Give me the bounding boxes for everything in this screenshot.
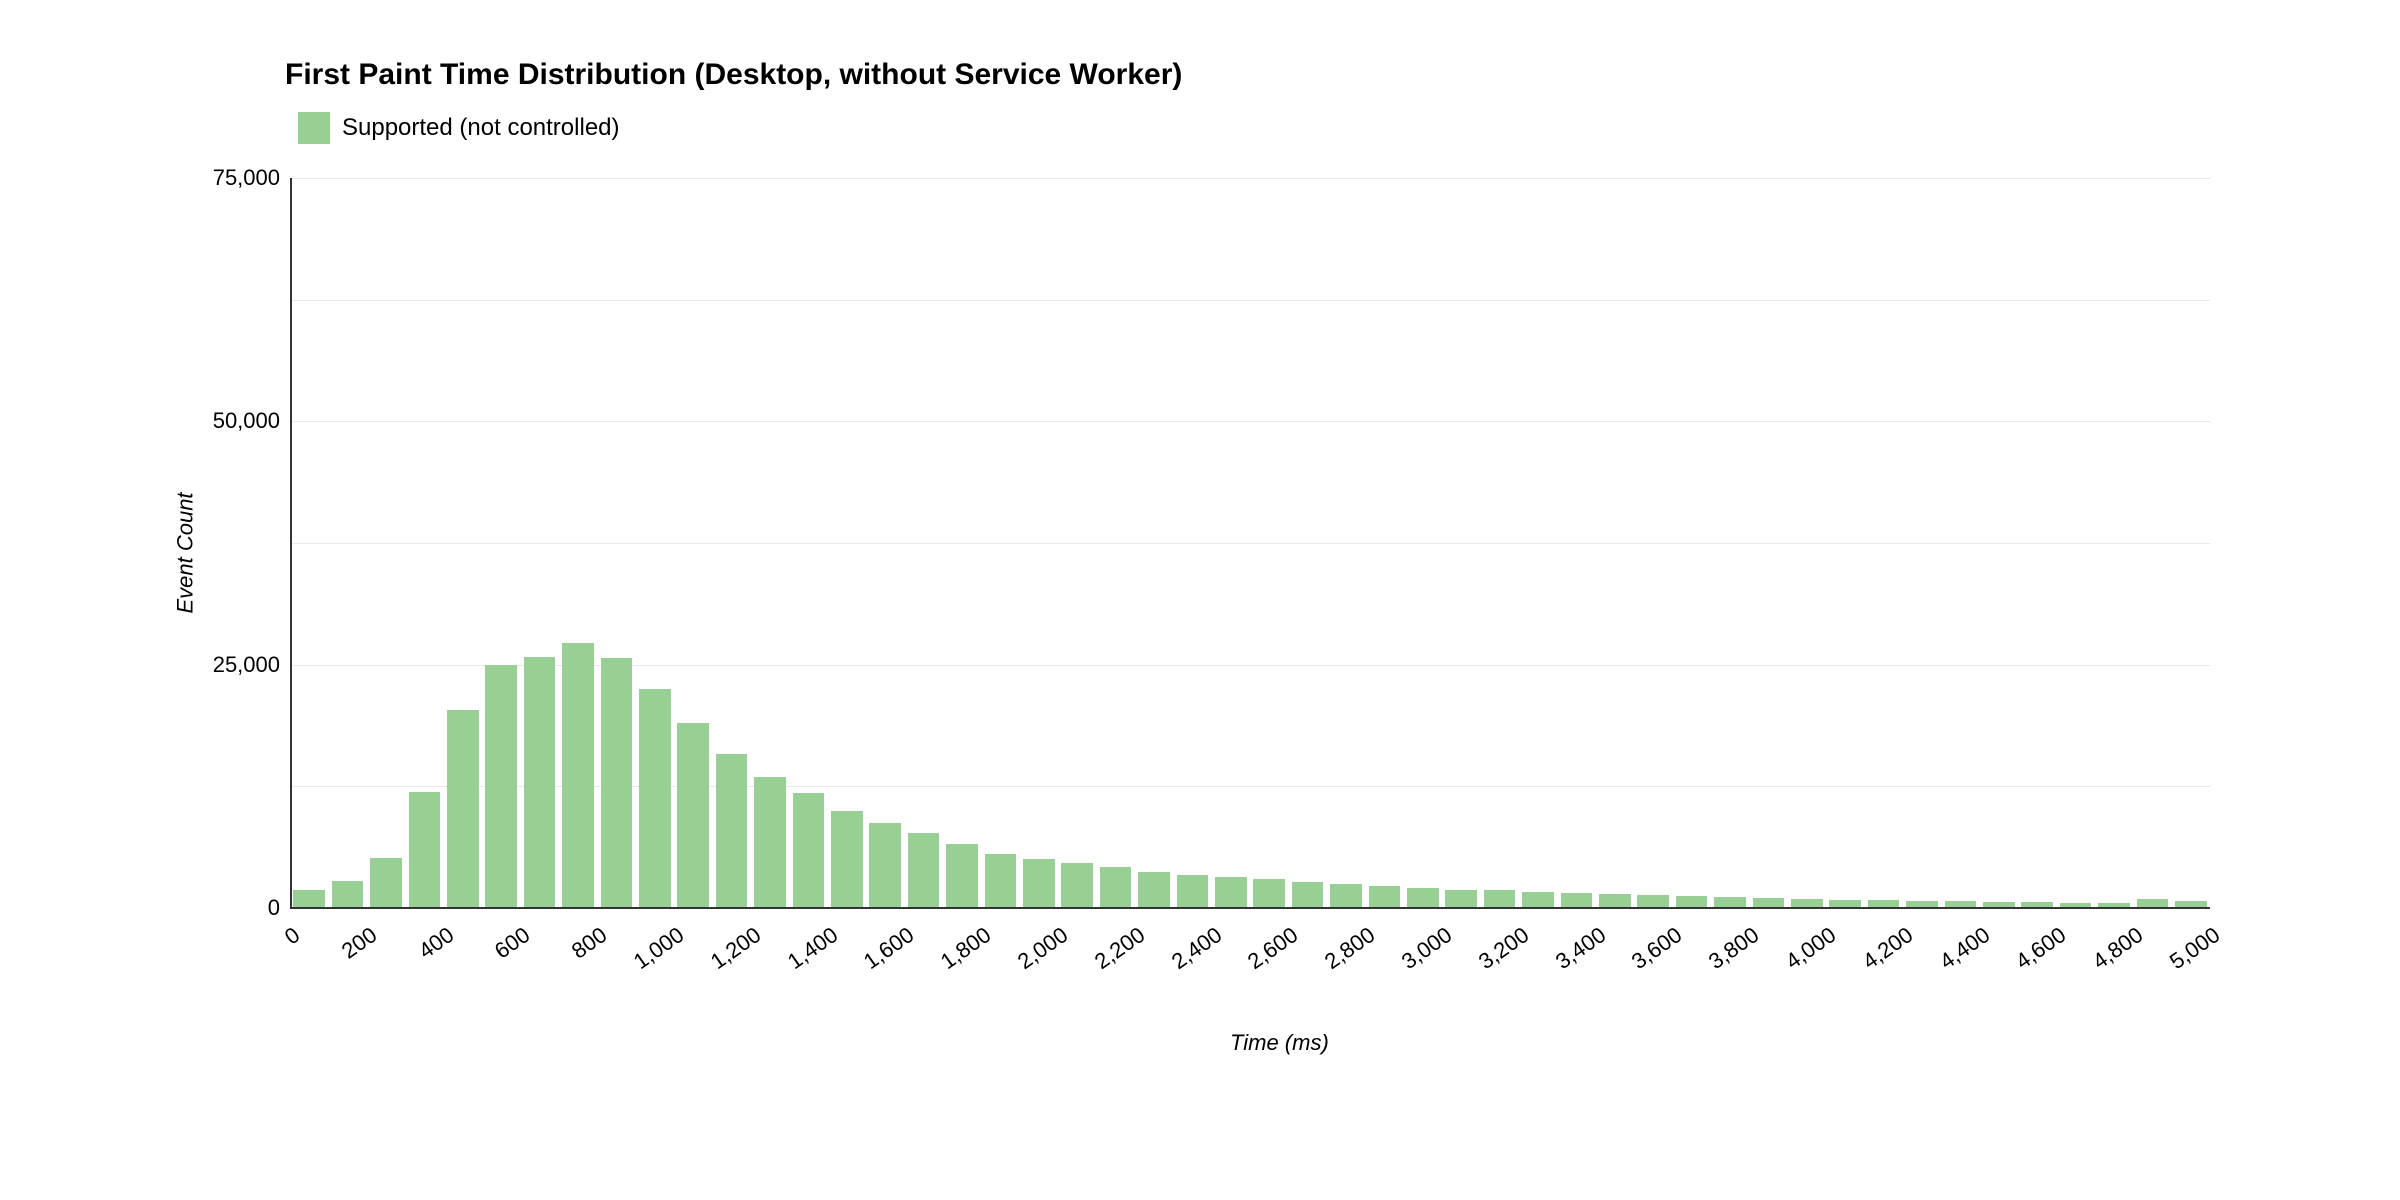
x-tick-label: 1,400 (782, 922, 842, 975)
x-tick-label: 400 (414, 922, 459, 964)
legend: Supported (not controlled) (298, 112, 620, 144)
histogram-bar (1061, 863, 1092, 908)
chart-title: First Paint Time Distribution (Desktop, … (285, 58, 1182, 92)
x-tick-label: 5,000 (2165, 922, 2225, 975)
histogram-bar (985, 854, 1016, 909)
histogram-bar (639, 689, 670, 908)
x-tick-label: 800 (567, 922, 612, 964)
histogram-bar (869, 823, 900, 908)
histogram-bar (601, 658, 632, 908)
histogram-bar (447, 710, 478, 908)
y-tick-label: 25,000 (170, 652, 280, 678)
x-tick-label: 0 (280, 922, 305, 950)
x-tick-label: 200 (337, 922, 382, 964)
x-tick-label: 3,200 (1474, 922, 1534, 975)
histogram-bar (1484, 890, 1515, 908)
histogram-bar (524, 657, 555, 908)
bars (290, 178, 2210, 908)
x-tick-label: 600 (490, 922, 535, 964)
x-axis-title: Time (ms) (1230, 1030, 1329, 1056)
x-tick-label: 4,800 (2088, 922, 2148, 975)
y-tick-label: 0 (170, 895, 280, 921)
histogram-bar (1253, 879, 1284, 908)
x-tick-label: 1,800 (936, 922, 996, 975)
x-tick-label: 3,600 (1627, 922, 1687, 975)
histogram-bar (409, 792, 440, 908)
histogram-bar (793, 793, 824, 908)
histogram-bar (1330, 884, 1361, 908)
histogram-bar (562, 643, 593, 908)
x-tick-label: 4,000 (1781, 922, 1841, 975)
histogram-bar (332, 881, 363, 908)
x-tick-label: 4,400 (1934, 922, 1994, 975)
x-tick-label: 2,800 (1320, 922, 1380, 975)
histogram-bar (1215, 877, 1246, 908)
histogram-bar (754, 777, 785, 908)
x-tick-label: 2,400 (1166, 922, 1226, 975)
legend-label: Supported (not controlled) (342, 114, 620, 142)
x-tick-label: 3,800 (1704, 922, 1764, 975)
histogram-bar (716, 754, 747, 908)
histogram-chart: First Paint Time Distribution (Desktop, … (0, 0, 2400, 1200)
x-tick-label: 4,600 (2011, 922, 2071, 975)
histogram-bar (1599, 894, 1630, 908)
histogram-bar (1177, 875, 1208, 908)
legend-swatch (298, 112, 330, 144)
x-tick-label: 2,000 (1013, 922, 1073, 975)
histogram-bar (370, 858, 401, 908)
histogram-bar (1292, 882, 1323, 908)
x-tick-label: 1,600 (859, 922, 919, 975)
x-axis-line (290, 907, 2210, 909)
histogram-bar (1023, 859, 1054, 908)
histogram-bar (1445, 890, 1476, 908)
histogram-bar (677, 723, 708, 908)
histogram-bar (1138, 872, 1169, 908)
histogram-bar (485, 665, 516, 908)
x-tick-label: 3,000 (1397, 922, 1457, 975)
histogram-bar (1100, 867, 1131, 908)
histogram-bar (1407, 888, 1438, 908)
x-tick-label: 3,400 (1550, 922, 1610, 975)
histogram-bar (908, 833, 939, 908)
histogram-bar (946, 844, 977, 908)
histogram-bar (293, 890, 324, 908)
y-axis-line (290, 178, 292, 908)
x-tick-label: 2,600 (1243, 922, 1303, 975)
y-tick-label: 50,000 (170, 408, 280, 434)
x-tick-label: 1,000 (629, 922, 689, 975)
histogram-bar (1522, 892, 1553, 908)
histogram-bar (1561, 893, 1592, 908)
x-tick-label: 4,200 (1858, 922, 1918, 975)
y-tick-label: 75,000 (170, 165, 280, 191)
y-axis-title: Event Count (173, 492, 199, 613)
histogram-bar (1369, 886, 1400, 908)
histogram-bar (831, 811, 862, 908)
x-tick-label: 2,200 (1090, 922, 1150, 975)
plot-area (290, 178, 2210, 908)
x-tick-label: 1,200 (706, 922, 766, 975)
